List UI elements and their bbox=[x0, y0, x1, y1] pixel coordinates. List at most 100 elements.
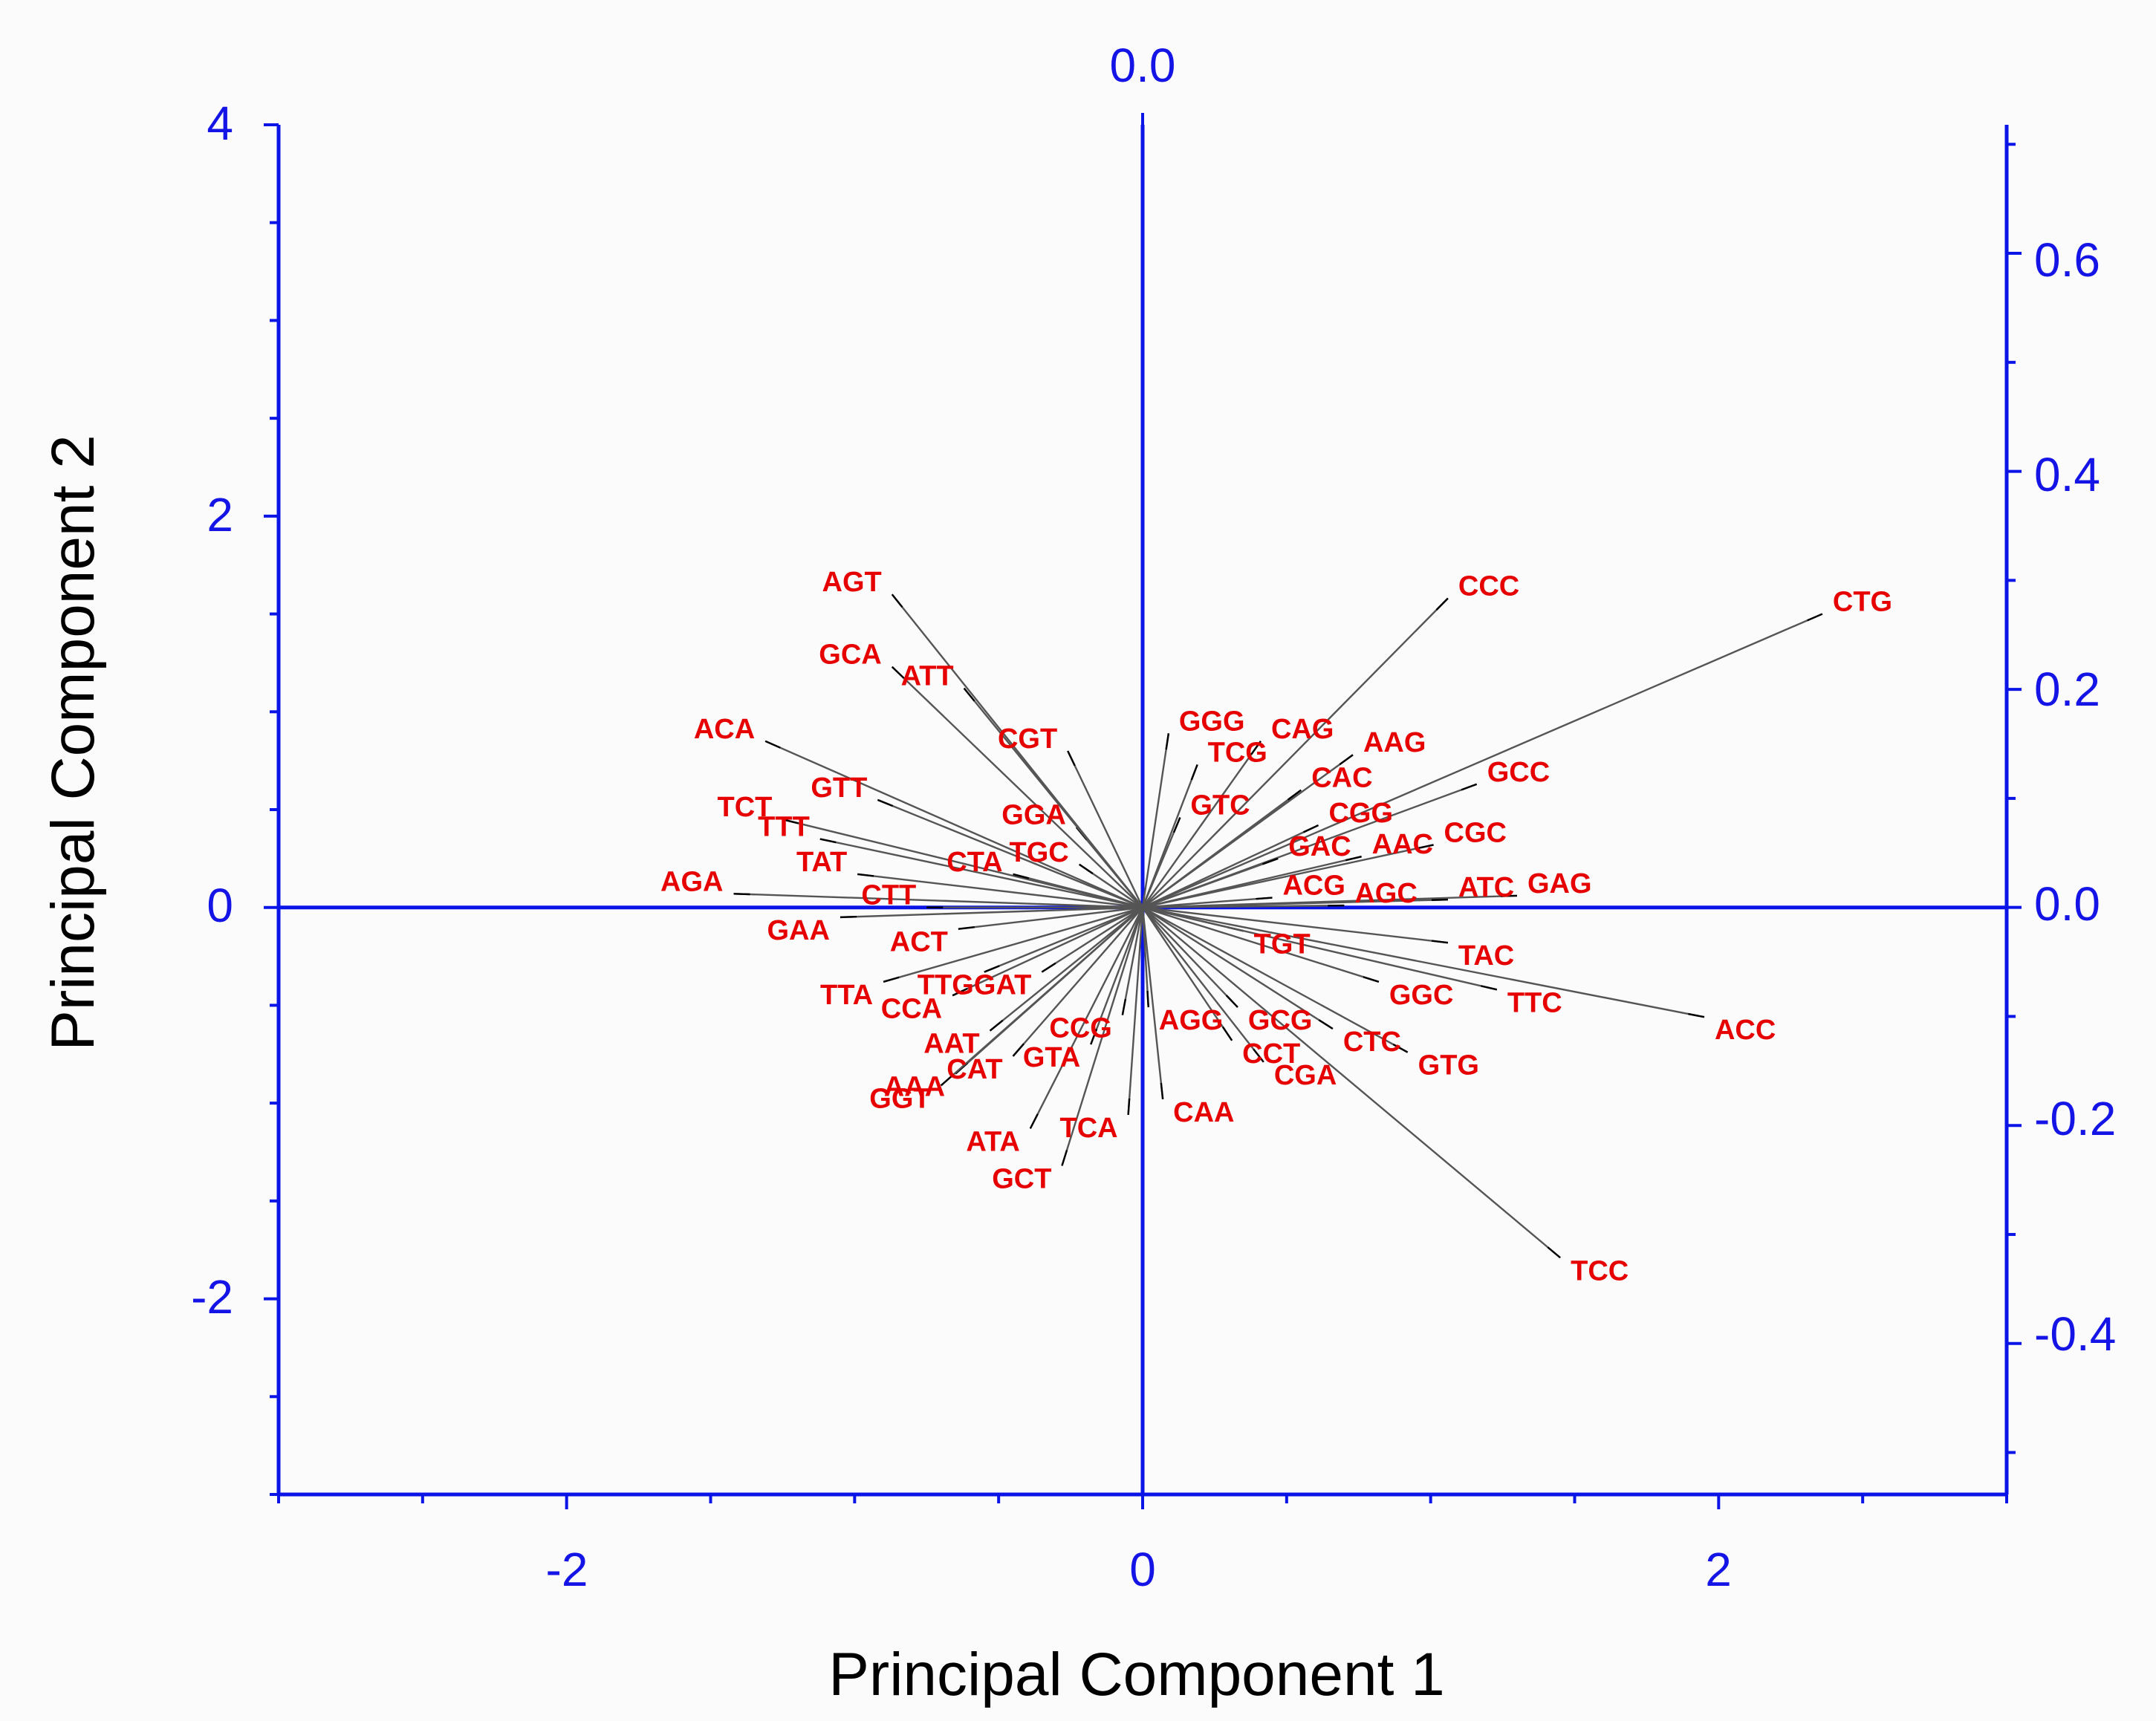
codon-label-tgt: TGT bbox=[1254, 928, 1311, 960]
codon-label-ccg: CCG bbox=[1049, 1013, 1111, 1044]
loading-vector-acg bbox=[1142, 897, 1273, 908]
codon-label-gat: GAT bbox=[974, 970, 1031, 1001]
loading-vector-tip bbox=[782, 819, 799, 824]
loading-vector-tip bbox=[1262, 857, 1279, 865]
codon-label-gga: GGA bbox=[1001, 800, 1066, 831]
loading-vector-tip bbox=[1339, 754, 1354, 766]
loading-vector-ctg bbox=[1142, 613, 1823, 908]
loading-vector-gca bbox=[891, 666, 1143, 908]
loading-vector-aca bbox=[764, 740, 1143, 908]
loading-vector-cgt bbox=[1067, 750, 1144, 908]
codon-label-act: ACT bbox=[890, 927, 948, 958]
loading-vector-ggc bbox=[1142, 906, 1380, 983]
codon-label-cga: CGA bbox=[1274, 1060, 1337, 1091]
loading-vector-acc bbox=[1142, 906, 1705, 1018]
loading-vector-tip bbox=[1172, 817, 1181, 833]
codon-label-ata: ATA bbox=[966, 1126, 1019, 1157]
loading-vector-tip bbox=[883, 976, 900, 983]
loading-vector-ctc bbox=[1142, 906, 1334, 1030]
loading-vector-tta bbox=[883, 906, 1143, 983]
codon-label-cat: CAT bbox=[947, 1054, 1002, 1085]
right-tick-label-06: 0.6 bbox=[2034, 233, 2100, 287]
codon-label-caa: CAA bbox=[1173, 1097, 1234, 1128]
codon-label-gac: GAC bbox=[1288, 831, 1351, 862]
loading-vector-tip bbox=[764, 740, 781, 749]
loading-vector-gaa bbox=[840, 906, 1143, 919]
codon-label-ggg: GGG bbox=[1179, 706, 1245, 737]
right-tick-label-00: 0.0 bbox=[2034, 877, 2100, 931]
codon-label-agc: AGC bbox=[1354, 878, 1417, 909]
loading-vector-cga bbox=[1142, 906, 1264, 1063]
codon-label-gca: GCA bbox=[819, 640, 881, 671]
loading-vector-gac bbox=[1142, 857, 1279, 908]
codon-label-att: ATT bbox=[901, 661, 954, 692]
codon-label-aac: AAC bbox=[1372, 829, 1433, 860]
loading-vectors bbox=[733, 593, 1823, 1259]
loading-vector-gat bbox=[1041, 906, 1143, 973]
loading-vector-cac bbox=[1142, 789, 1302, 908]
codon-label-ggc: GGC bbox=[1389, 980, 1454, 1011]
y-tick-label-2: 2 bbox=[207, 488, 233, 541]
loading-vector-ggg bbox=[1141, 733, 1170, 908]
codon-label-tct: TCT bbox=[718, 792, 773, 823]
y-tick-label-0: 0 bbox=[207, 879, 233, 932]
right-tick-label-02: 0.2 bbox=[2034, 663, 2100, 716]
loading-vector-tip bbox=[1481, 985, 1498, 991]
codon-label-aaa: AAA bbox=[884, 1072, 945, 1103]
y-tick-label-neg2: -2 bbox=[191, 1270, 233, 1324]
codon-label-gtt: GTT bbox=[811, 772, 867, 804]
codon-label-aca: ACA bbox=[694, 714, 755, 745]
codon-label-ttg: TTG bbox=[918, 970, 974, 1001]
loading-vector-tip bbox=[952, 987, 968, 997]
loading-vector-aga bbox=[733, 893, 1143, 908]
loading-vector-tip bbox=[891, 666, 905, 679]
loading-vector-tip bbox=[1067, 750, 1076, 767]
x-axis-title: Principal Component 1 bbox=[828, 1641, 1445, 1708]
loading-vector-tip bbox=[1250, 741, 1262, 755]
loading-vector-tip bbox=[1417, 844, 1434, 850]
loading-vector-tip bbox=[1041, 962, 1056, 973]
loading-vector-tip bbox=[1688, 1012, 1705, 1018]
loading-vector-ttc bbox=[1142, 906, 1498, 991]
right-tick-label-neg04: -0.4 bbox=[2034, 1307, 2116, 1361]
loading-vector-tip bbox=[1500, 894, 1518, 897]
axis-ticks bbox=[264, 113, 2022, 1509]
loading-vector-caa bbox=[1141, 907, 1164, 1099]
loading-vector-aac bbox=[1142, 856, 1362, 908]
loading-vector-ccc bbox=[1142, 597, 1449, 908]
loading-vector-cct bbox=[1142, 907, 1233, 1041]
loading-vector-tip bbox=[1287, 789, 1302, 801]
loading-vector-tip bbox=[1029, 1113, 1039, 1129]
loading-vector-agt bbox=[891, 593, 1143, 908]
codon-label-cgt: CGT bbox=[998, 723, 1057, 755]
loading-vector-tca bbox=[1127, 907, 1144, 1116]
codon-label-acg: ACG bbox=[1282, 871, 1345, 902]
y-tick-label-4: 4 bbox=[207, 97, 233, 150]
loading-vector-aat bbox=[989, 906, 1143, 1032]
loading-vector-tip bbox=[1160, 1082, 1164, 1099]
loading-vector-tip bbox=[1461, 783, 1478, 791]
y-axis-title: Principal Component 2 bbox=[39, 435, 107, 1051]
right-tick-label-04: 0.4 bbox=[2034, 448, 2100, 501]
codon-label-aag: AAG bbox=[1363, 727, 1426, 758]
loading-vector-tip bbox=[1253, 1048, 1264, 1063]
loading-vector-tip bbox=[958, 925, 975, 930]
loading-vector-tip bbox=[1345, 856, 1362, 862]
codon-label-gcc: GCC bbox=[1487, 757, 1550, 788]
loading-vector-cgg bbox=[1142, 824, 1319, 908]
loading-vector-tip bbox=[877, 798, 894, 807]
codon-label-tcc: TCC bbox=[1571, 1255, 1629, 1286]
codon-label-ctg: CTG bbox=[1833, 587, 1892, 618]
codon-label-tta: TTA bbox=[820, 980, 873, 1011]
loading-vector-gcg bbox=[1142, 906, 1238, 1008]
loading-vector-ttt bbox=[819, 838, 1143, 908]
loading-vector-tip bbox=[1225, 995, 1238, 1008]
loading-vector-tat bbox=[857, 873, 1143, 908]
codon-label-gtc: GTC bbox=[1190, 790, 1250, 822]
loading-vector-tip bbox=[819, 838, 837, 844]
codon-label-aga: AGA bbox=[660, 866, 723, 897]
codon-label-ttc: TTC bbox=[1507, 987, 1562, 1018]
codon-label-ccc: CCC bbox=[1458, 570, 1519, 602]
codon-label-acc: ACC bbox=[1715, 1015, 1776, 1046]
codon-label-cac: CAC bbox=[1311, 763, 1372, 794]
